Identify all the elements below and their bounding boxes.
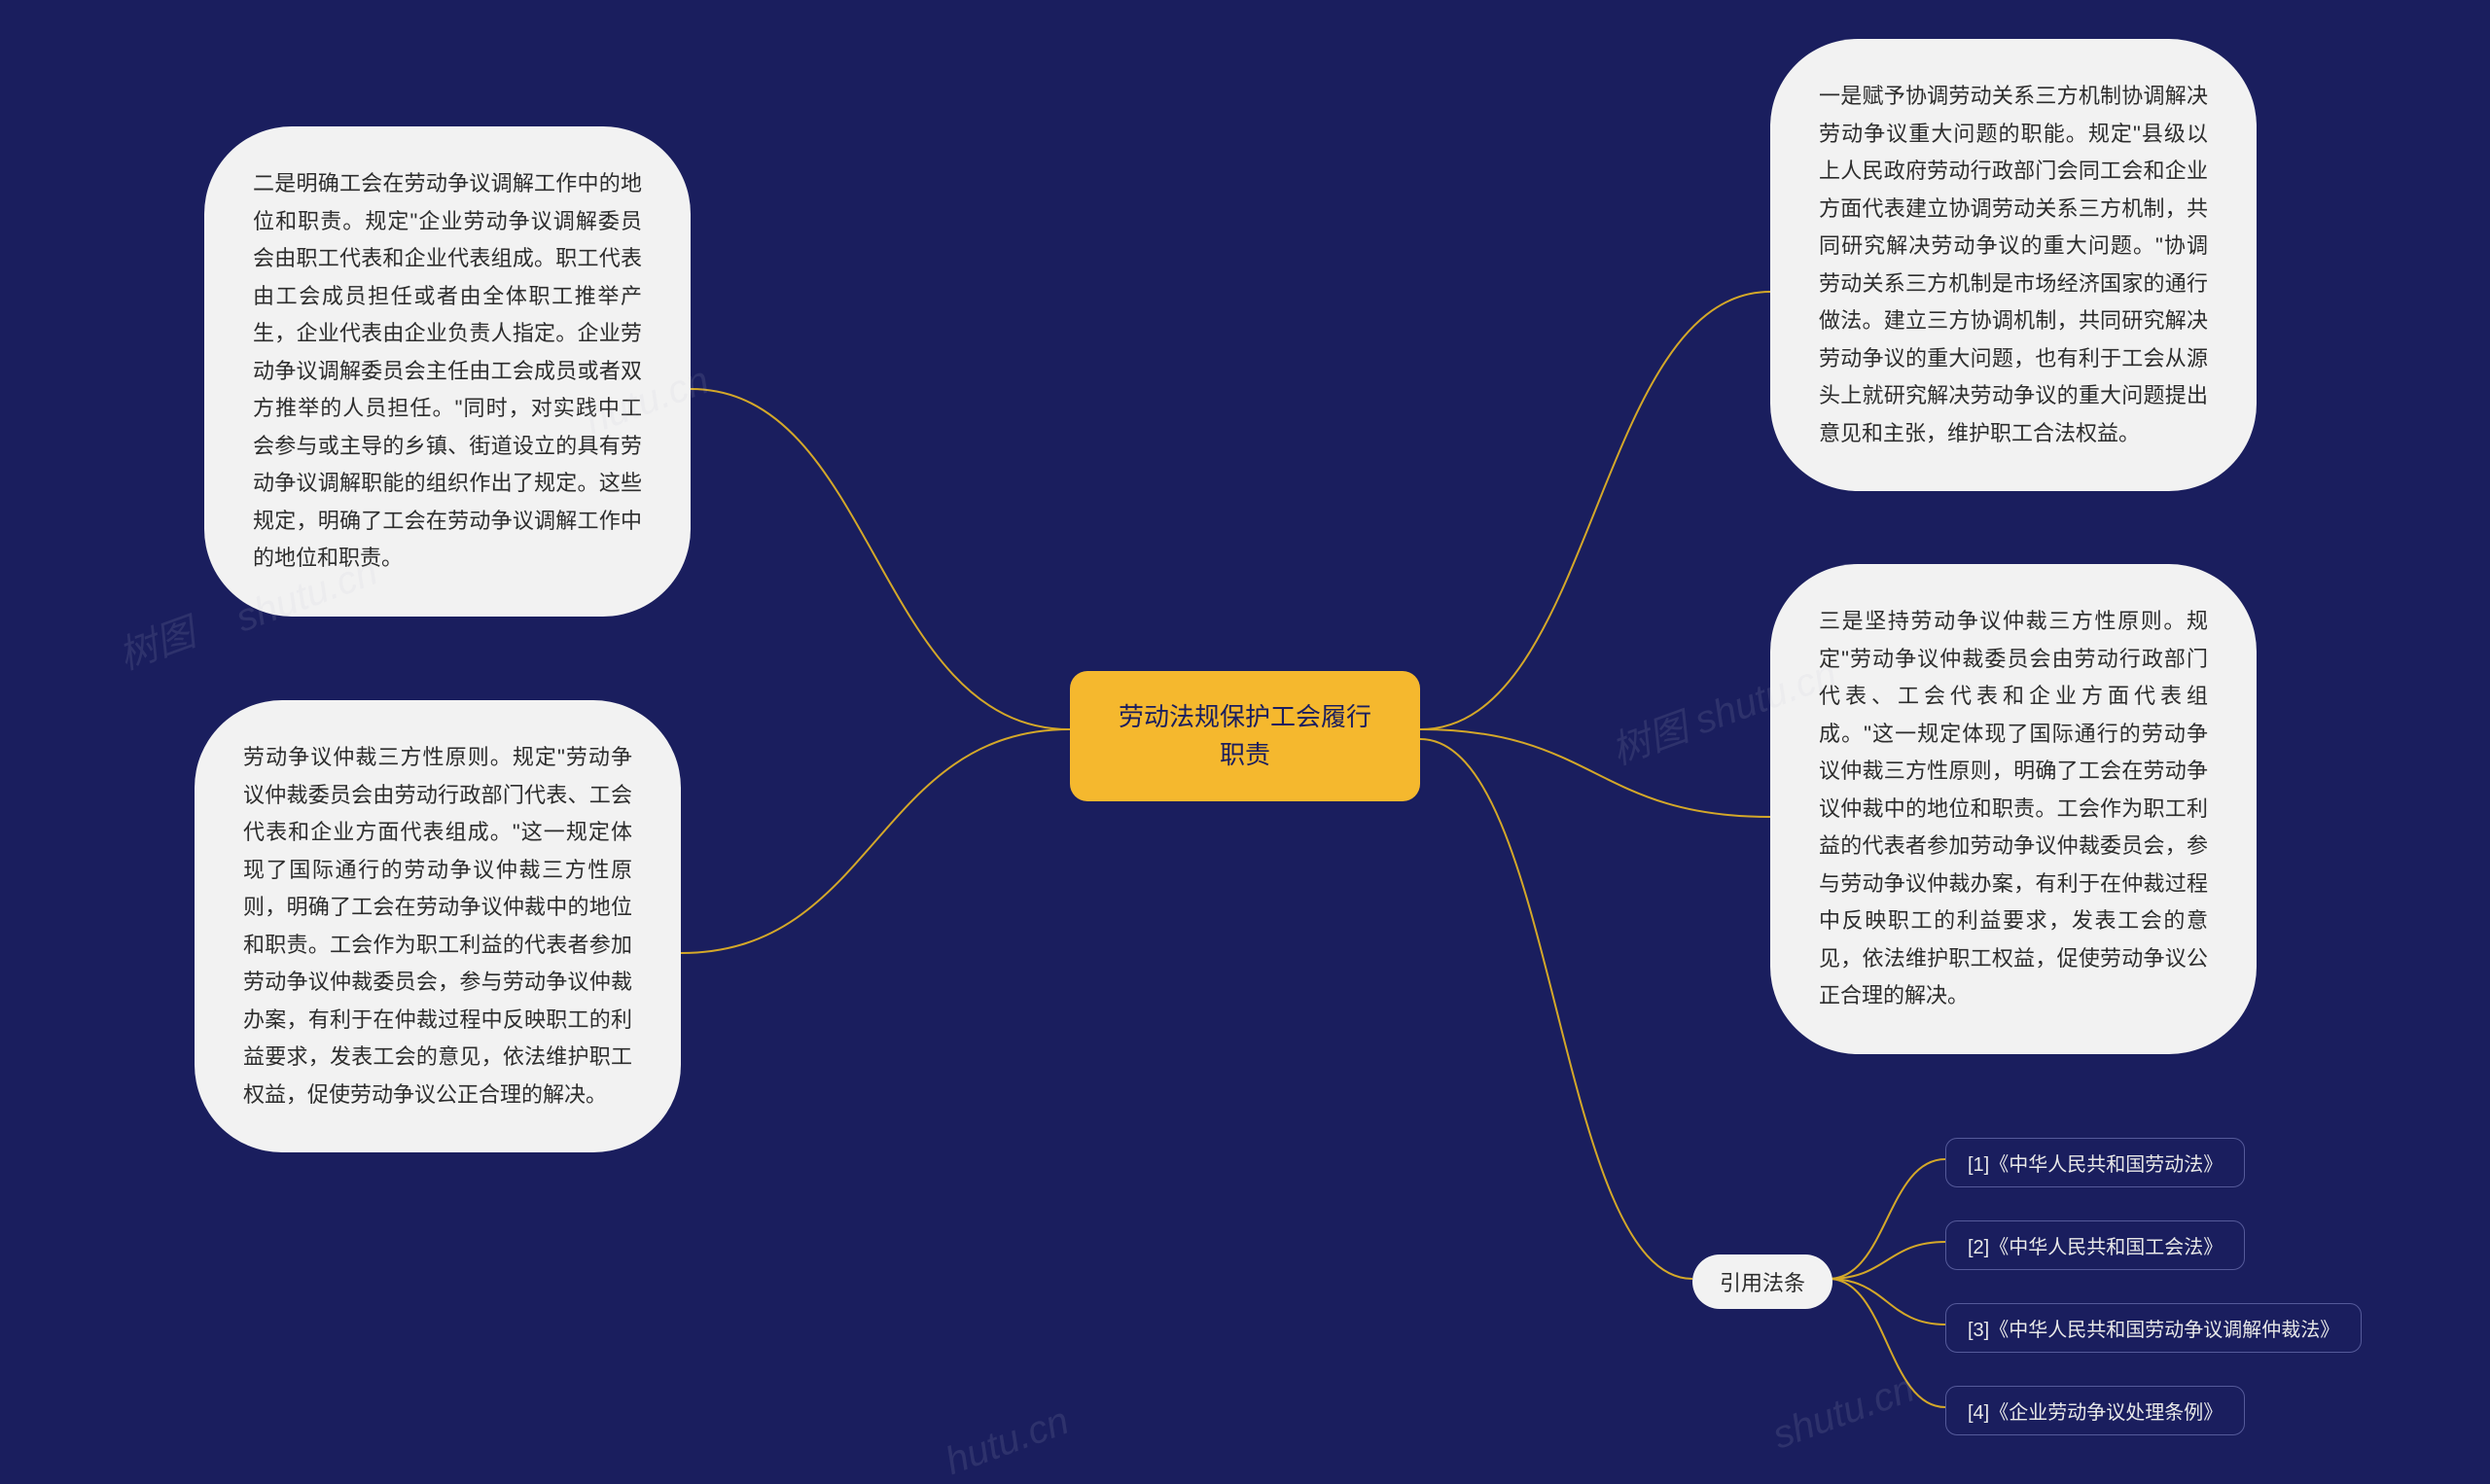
central-node[interactable]: 劳动法规保护工会履行职责 xyxy=(1070,671,1420,801)
law-ref-4[interactable]: [4]《企业劳动争议处理条例》 xyxy=(1945,1386,2245,1435)
law-ref-3[interactable]: [3]《中华人民共和国劳动争议调解仲裁法》 xyxy=(1945,1303,2362,1353)
watermark: hutu.cn xyxy=(940,1399,1075,1484)
law-ref-text: [1]《中华人民共和国劳动法》 xyxy=(1968,1154,2223,1176)
central-label: 劳动法规保护工会履行职责 xyxy=(1119,702,1371,769)
watermark: shutu.cn xyxy=(1767,1366,1920,1458)
law-ref-text: [4]《企业劳动争议处理条例》 xyxy=(1968,1402,2223,1424)
branch-text: 三是坚持劳动争议仲裁三方性原则。规定"劳动争议仲裁委员会由劳动行政部门代表、工会… xyxy=(1819,609,2208,1007)
branch-text: 一是赋予协调劳动关系三方机制协调解决劳动争议重大问题的职能。规定"县级以上人民政… xyxy=(1819,84,2208,445)
sub-branch-node[interactable]: 引用法条 xyxy=(1692,1254,1832,1309)
sub-branch-label: 引用法条 xyxy=(1720,1271,1805,1295)
law-ref-text: [3]《中华人民共和国劳动争议调解仲裁法》 xyxy=(1968,1320,2339,1341)
branch-node-left-2[interactable]: 劳动争议仲裁三方性原则。规定"劳动争议仲裁委员会由劳动行政部门代表、工会代表和企… xyxy=(195,700,681,1152)
branch-node-right-1[interactable]: 一是赋予协调劳动关系三方机制协调解决劳动争议重大问题的职能。规定"县级以上人民政… xyxy=(1770,39,2257,491)
watermark: 树图 xyxy=(109,601,201,681)
law-ref-2[interactable]: [2]《中华人民共和国工会法》 xyxy=(1945,1220,2245,1270)
branch-text: 二是明确工会在劳动争议调解工作中的地位和职责。规定"企业劳动争议调解委员会由职工… xyxy=(253,171,642,570)
branch-node-right-2[interactable]: 三是坚持劳动争议仲裁三方性原则。规定"劳动争议仲裁委员会由劳动行政部门代表、工会… xyxy=(1770,564,2257,1054)
law-ref-1[interactable]: [1]《中华人民共和国劳动法》 xyxy=(1945,1138,2245,1187)
law-ref-text: [2]《中华人民共和国工会法》 xyxy=(1968,1237,2223,1258)
branch-text: 劳动争议仲裁三方性原则。规定"劳动争议仲裁委员会由劳动行政部门代表、工会代表和企… xyxy=(243,745,632,1107)
branch-node-left-1[interactable]: 二是明确工会在劳动争议调解工作中的地位和职责。规定"企业劳动争议调解委员会由职工… xyxy=(204,126,691,617)
